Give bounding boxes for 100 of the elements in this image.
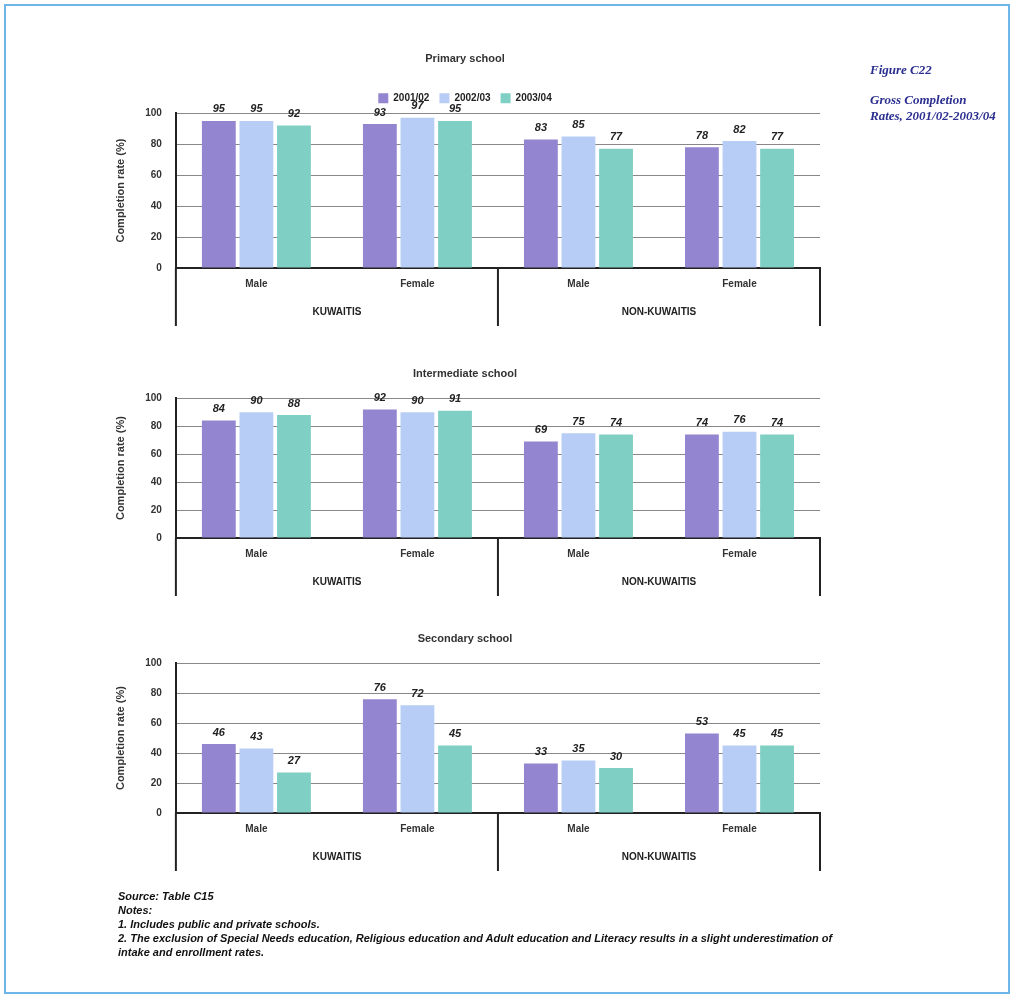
bar bbox=[362, 124, 397, 268]
data-label: 35 bbox=[572, 742, 586, 755]
data-label: 72 bbox=[411, 686, 424, 699]
data-label: 45 bbox=[769, 727, 785, 740]
text: 2. The exclusion of Special Needs education, Religious education and Adult education and Literacy results in a slight underestimation of intake and enrollment rates. bbox=[118, 931, 834, 959]
bar bbox=[239, 412, 274, 538]
data-label: 95 bbox=[212, 102, 226, 115]
bar bbox=[400, 412, 435, 538]
x-tick-label: Female bbox=[400, 277, 436, 289]
x-tick-label: Male bbox=[245, 277, 268, 289]
data-label: 90 bbox=[250, 393, 264, 406]
x-tick-label: Female bbox=[722, 547, 758, 559]
x-tick-label: Male bbox=[567, 277, 591, 289]
data-label: 33 bbox=[534, 745, 548, 758]
bar bbox=[722, 431, 757, 538]
data-label: 77 bbox=[609, 130, 624, 143]
bar bbox=[561, 136, 596, 268]
y-tick-label: 20 bbox=[150, 503, 163, 515]
bar bbox=[277, 125, 311, 268]
data-label: 74 bbox=[695, 416, 709, 429]
bar bbox=[760, 148, 794, 268]
y-axis-title: Completion rate (%) bbox=[113, 685, 126, 791]
y-tick-label: 20 bbox=[150, 230, 163, 242]
bar bbox=[239, 748, 274, 813]
y-tick-label: 0 bbox=[156, 531, 163, 543]
data-label: 82 bbox=[733, 122, 746, 135]
bar bbox=[722, 141, 757, 268]
y-tick-label: 60 bbox=[150, 716, 163, 728]
x-tick-label: Female bbox=[400, 822, 436, 834]
data-label: 95 bbox=[250, 102, 264, 115]
data-label: 74 bbox=[770, 416, 784, 429]
text: Notes: bbox=[118, 903, 154, 917]
data-label: 76 bbox=[373, 680, 387, 693]
data-label: 78 bbox=[695, 128, 709, 141]
bar bbox=[400, 117, 435, 268]
y-axis-title: Completion rate (%) bbox=[113, 138, 126, 243]
y-tick-label: 40 bbox=[150, 475, 163, 487]
x-tick-label: Male bbox=[567, 822, 591, 834]
y-tick-label: 40 bbox=[150, 746, 163, 758]
bar bbox=[438, 410, 472, 538]
data-label: 46 bbox=[211, 725, 226, 738]
data-label: 69 bbox=[534, 423, 548, 436]
data-label: 43 bbox=[249, 730, 263, 743]
x-tick-label: Male bbox=[245, 547, 268, 559]
text: NON-KUWAITIS bbox=[621, 305, 697, 317]
bar bbox=[599, 768, 633, 813]
chart-title: Primary school bbox=[425, 51, 505, 64]
x-tick-label: Male bbox=[245, 822, 268, 834]
y-tick-label: 80 bbox=[150, 137, 163, 149]
y-tick-label: 60 bbox=[150, 447, 163, 459]
data-label: 83 bbox=[534, 121, 548, 134]
text: KUWAITIS bbox=[312, 305, 362, 317]
bar bbox=[362, 409, 397, 538]
y-tick-label: 40 bbox=[150, 199, 163, 211]
bar bbox=[760, 745, 794, 813]
bar bbox=[561, 760, 596, 813]
data-label: 45 bbox=[447, 727, 462, 740]
source-note: Source: Table C15 bbox=[118, 889, 215, 903]
y-tick-label: 80 bbox=[150, 419, 163, 431]
bar bbox=[438, 120, 472, 268]
x-tick-label: Female bbox=[400, 547, 436, 559]
bar bbox=[362, 699, 397, 813]
chart-title: Secondary school bbox=[417, 631, 513, 644]
y-tick-label: 60 bbox=[150, 168, 163, 180]
data-label: 92 bbox=[373, 390, 386, 403]
data-label: 85 bbox=[572, 117, 586, 130]
y-tick-label: 80 bbox=[150, 686, 163, 698]
legend-label: 2002/03 bbox=[454, 91, 492, 103]
y-tick-label: 0 bbox=[156, 261, 163, 273]
text: NON-KUWAITIS bbox=[621, 575, 697, 587]
data-label: 93 bbox=[373, 105, 386, 118]
data-label: 84 bbox=[212, 402, 225, 415]
data-label: 76 bbox=[733, 413, 747, 426]
bar bbox=[523, 441, 558, 538]
bar bbox=[400, 705, 435, 813]
y-axis-title: Completion rate (%) bbox=[113, 415, 126, 521]
data-label: 75 bbox=[572, 414, 586, 427]
bar bbox=[201, 120, 236, 268]
bar bbox=[438, 745, 472, 813]
text: 1. Includes public and private schools. bbox=[118, 917, 321, 931]
data-label: 95 bbox=[448, 102, 462, 115]
data-label: 27 bbox=[286, 754, 301, 767]
bar bbox=[685, 147, 719, 268]
data-label: 90 bbox=[411, 393, 425, 406]
y-tick-label: 0 bbox=[156, 806, 163, 818]
x-tick-label: Female bbox=[722, 277, 758, 289]
bar bbox=[201, 744, 236, 813]
text: NON-KUWAITIS bbox=[621, 850, 697, 862]
bar bbox=[685, 733, 719, 813]
y-tick-label: 20 bbox=[150, 776, 163, 788]
text: KUWAITIS bbox=[312, 850, 362, 862]
bar bbox=[239, 120, 274, 268]
text: KUWAITIS bbox=[312, 575, 362, 587]
bar bbox=[722, 745, 757, 813]
text: Gross Completion Rates, 2001/02-2003/04 bbox=[870, 92, 997, 124]
x-tick-label: Male bbox=[567, 547, 591, 559]
data-label: 45 bbox=[732, 727, 747, 740]
bar bbox=[685, 434, 719, 538]
data-label: 74 bbox=[609, 416, 623, 429]
caption: Figure C22 bbox=[870, 62, 933, 78]
